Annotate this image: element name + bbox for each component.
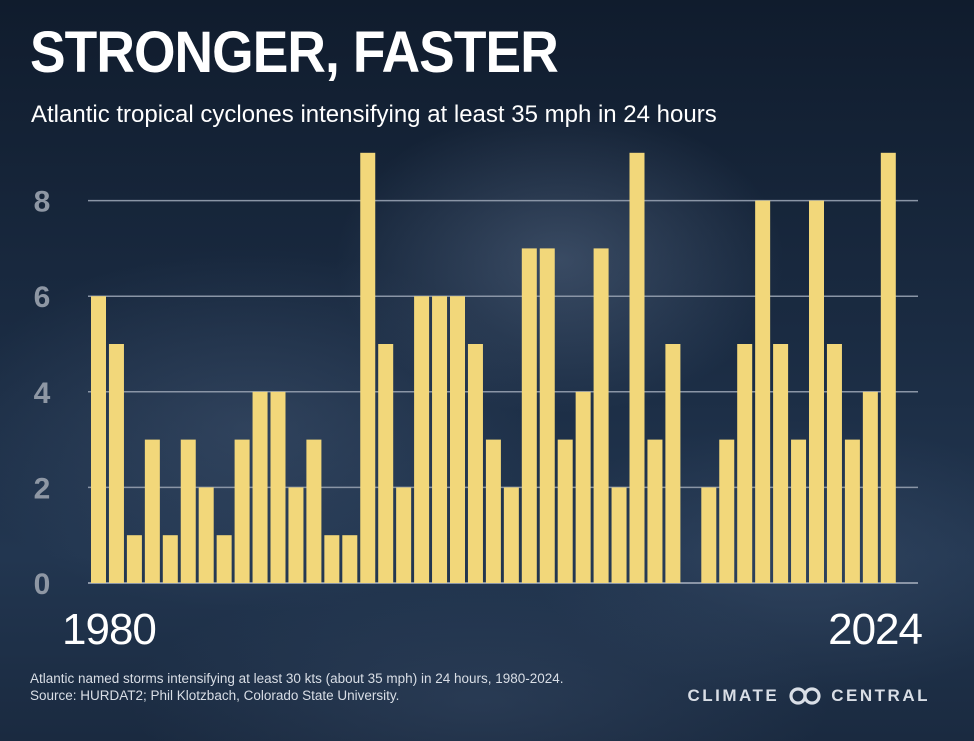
bar-2011 bbox=[647, 439, 663, 583]
bar-1982 bbox=[126, 535, 142, 583]
footnote-note: Atlantic named storms intensifying at le… bbox=[30, 671, 564, 686]
bar-1994 bbox=[342, 535, 358, 583]
bar-1989 bbox=[252, 391, 268, 583]
y-tick-label-0: 0 bbox=[34, 568, 51, 601]
bar-2024 bbox=[880, 152, 896, 584]
bar-2000 bbox=[450, 296, 465, 583]
bar-1984 bbox=[162, 535, 178, 583]
bar-2019 bbox=[791, 439, 807, 583]
bar-1998 bbox=[414, 296, 430, 583]
bar-1996 bbox=[378, 344, 394, 583]
bar-1980 bbox=[91, 296, 106, 583]
bar-2014 bbox=[701, 487, 717, 583]
bar-2001 bbox=[467, 344, 483, 583]
bar-1991 bbox=[288, 487, 304, 583]
bar-1988 bbox=[234, 439, 250, 583]
bar-2003 bbox=[503, 487, 519, 583]
brand-word-left: CLIMATE bbox=[687, 686, 780, 705]
bar-2002 bbox=[485, 439, 501, 583]
linked-rings-icon bbox=[789, 687, 821, 705]
footnote: Atlantic named storms intensifying at le… bbox=[30, 670, 564, 704]
y-tick-label-2: 2 bbox=[34, 472, 51, 505]
bar-1999 bbox=[432, 296, 448, 583]
bar-1995 bbox=[360, 152, 376, 584]
bar-2023 bbox=[862, 391, 878, 583]
bar-1990 bbox=[270, 391, 286, 583]
bar-1981 bbox=[108, 344, 124, 583]
bar-1983 bbox=[144, 439, 160, 583]
bar-1997 bbox=[396, 487, 412, 583]
bar-2005 bbox=[539, 248, 555, 583]
bar-2009 bbox=[611, 487, 627, 583]
chart-subtitle: Atlantic tropical cyclones intensifying … bbox=[31, 101, 717, 128]
footnote-source: Source: HURDAT2; Phil Klotzbach, Colorad… bbox=[30, 688, 400, 703]
bar-2004 bbox=[521, 248, 537, 583]
bar-1986 bbox=[198, 487, 214, 583]
bars bbox=[91, 152, 896, 584]
x-axis-start-label: 1980 bbox=[62, 605, 157, 654]
y-axis-ticks: 0 2 4 6 8 bbox=[34, 186, 51, 601]
bar-2021 bbox=[826, 344, 842, 583]
bar-1993 bbox=[324, 535, 340, 583]
bar-2012 bbox=[665, 344, 681, 583]
bar-2010 bbox=[629, 152, 645, 584]
bar-1992 bbox=[306, 439, 322, 583]
bar-2006 bbox=[557, 439, 573, 583]
bar-2015 bbox=[719, 439, 735, 583]
bar-2008 bbox=[593, 248, 609, 583]
bar-1985 bbox=[180, 439, 196, 583]
bar-1987 bbox=[216, 535, 232, 583]
bar-2016 bbox=[737, 344, 753, 583]
y-tick-label-8: 8 bbox=[34, 186, 51, 219]
climate-central-logo: CLIMATE CENTRAL bbox=[687, 686, 930, 706]
y-tick-label-6: 6 bbox=[34, 281, 51, 314]
bar-2020 bbox=[809, 200, 824, 583]
chart-title: STRONGER, FASTER bbox=[30, 20, 559, 85]
bar-2007 bbox=[575, 391, 591, 583]
x-axis-end-label: 2024 bbox=[828, 605, 923, 654]
bar-2018 bbox=[773, 344, 789, 583]
bar-2022 bbox=[844, 439, 860, 583]
bar-2017 bbox=[755, 200, 771, 583]
brand-word-right: CENTRAL bbox=[831, 686, 930, 705]
y-tick-label-4: 4 bbox=[34, 377, 51, 410]
